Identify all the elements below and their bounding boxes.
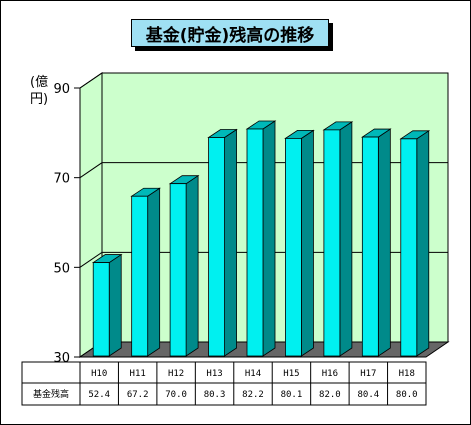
- bar-front-face: [361, 136, 379, 357]
- data-value-label: 82.0: [319, 390, 341, 400]
- bar: [284, 129, 315, 357]
- data-value-label: 52.4: [88, 390, 110, 400]
- x-category-label: H14: [245, 369, 261, 379]
- bar: [130, 187, 161, 357]
- legend-series-label: 基金残高: [33, 388, 69, 400]
- x-category-label: H15: [283, 369, 299, 379]
- bar: [322, 121, 354, 357]
- bar-side-face: [301, 129, 314, 357]
- bar: [207, 128, 238, 357]
- data-value-label: 80.3: [204, 390, 226, 400]
- bar-front-face: [92, 262, 110, 357]
- bar: [168, 174, 200, 357]
- bar-side-face: [224, 128, 237, 357]
- bar: [245, 120, 277, 357]
- bar-side-face: [185, 174, 199, 357]
- bar-front-face: [208, 137, 225, 357]
- bar-side-face: [262, 120, 276, 357]
- x-category-label: H11: [130, 369, 146, 379]
- bar-front-face: [285, 137, 302, 357]
- bar: [399, 130, 431, 357]
- gridline: [79, 72, 448, 89]
- data-value-label: 80.4: [357, 390, 379, 400]
- y-axis-label: (億円): [30, 75, 49, 107]
- x-category-label: H12: [168, 369, 184, 379]
- bar-side-face: [108, 253, 122, 357]
- bar-front-face: [246, 128, 264, 357]
- bar-side-face: [377, 128, 391, 357]
- data-value-label: 80.1: [281, 390, 303, 400]
- x-category-label: H10: [91, 369, 107, 379]
- bars: [91, 120, 431, 357]
- bar: [361, 128, 392, 357]
- y-tick-label: 70: [53, 172, 70, 187]
- x-category-label: H18: [399, 369, 415, 379]
- bar-side-face: [416, 130, 430, 357]
- x-category-label: H16: [322, 369, 338, 379]
- data-value-label: 80.0: [396, 390, 418, 400]
- x-category-label: H13: [206, 369, 222, 379]
- bar-side-face: [147, 187, 161, 357]
- bar-front-face: [323, 129, 341, 357]
- y-tick-label: 90: [53, 82, 70, 97]
- data-table: 基金残高 H10 52.4 H11 67.2 H12 70.0 H13 80.3 H14 82.2 H…: [21, 361, 427, 406]
- y-tick-label: 50: [53, 261, 70, 276]
- bar-front-face: [131, 195, 149, 357]
- bar-front-face: [400, 138, 418, 357]
- bar-side-face: [339, 121, 353, 357]
- data-value-label: 70.0: [165, 390, 187, 400]
- data-value-label: 82.2: [242, 390, 264, 400]
- bar: [91, 253, 123, 357]
- data-value-label: 67.2: [127, 390, 149, 400]
- chart-title: 基金(貯金)残高の推移: [131, 19, 329, 47]
- x-category-label: H17: [360, 369, 376, 379]
- bar-front-face: [169, 183, 187, 357]
